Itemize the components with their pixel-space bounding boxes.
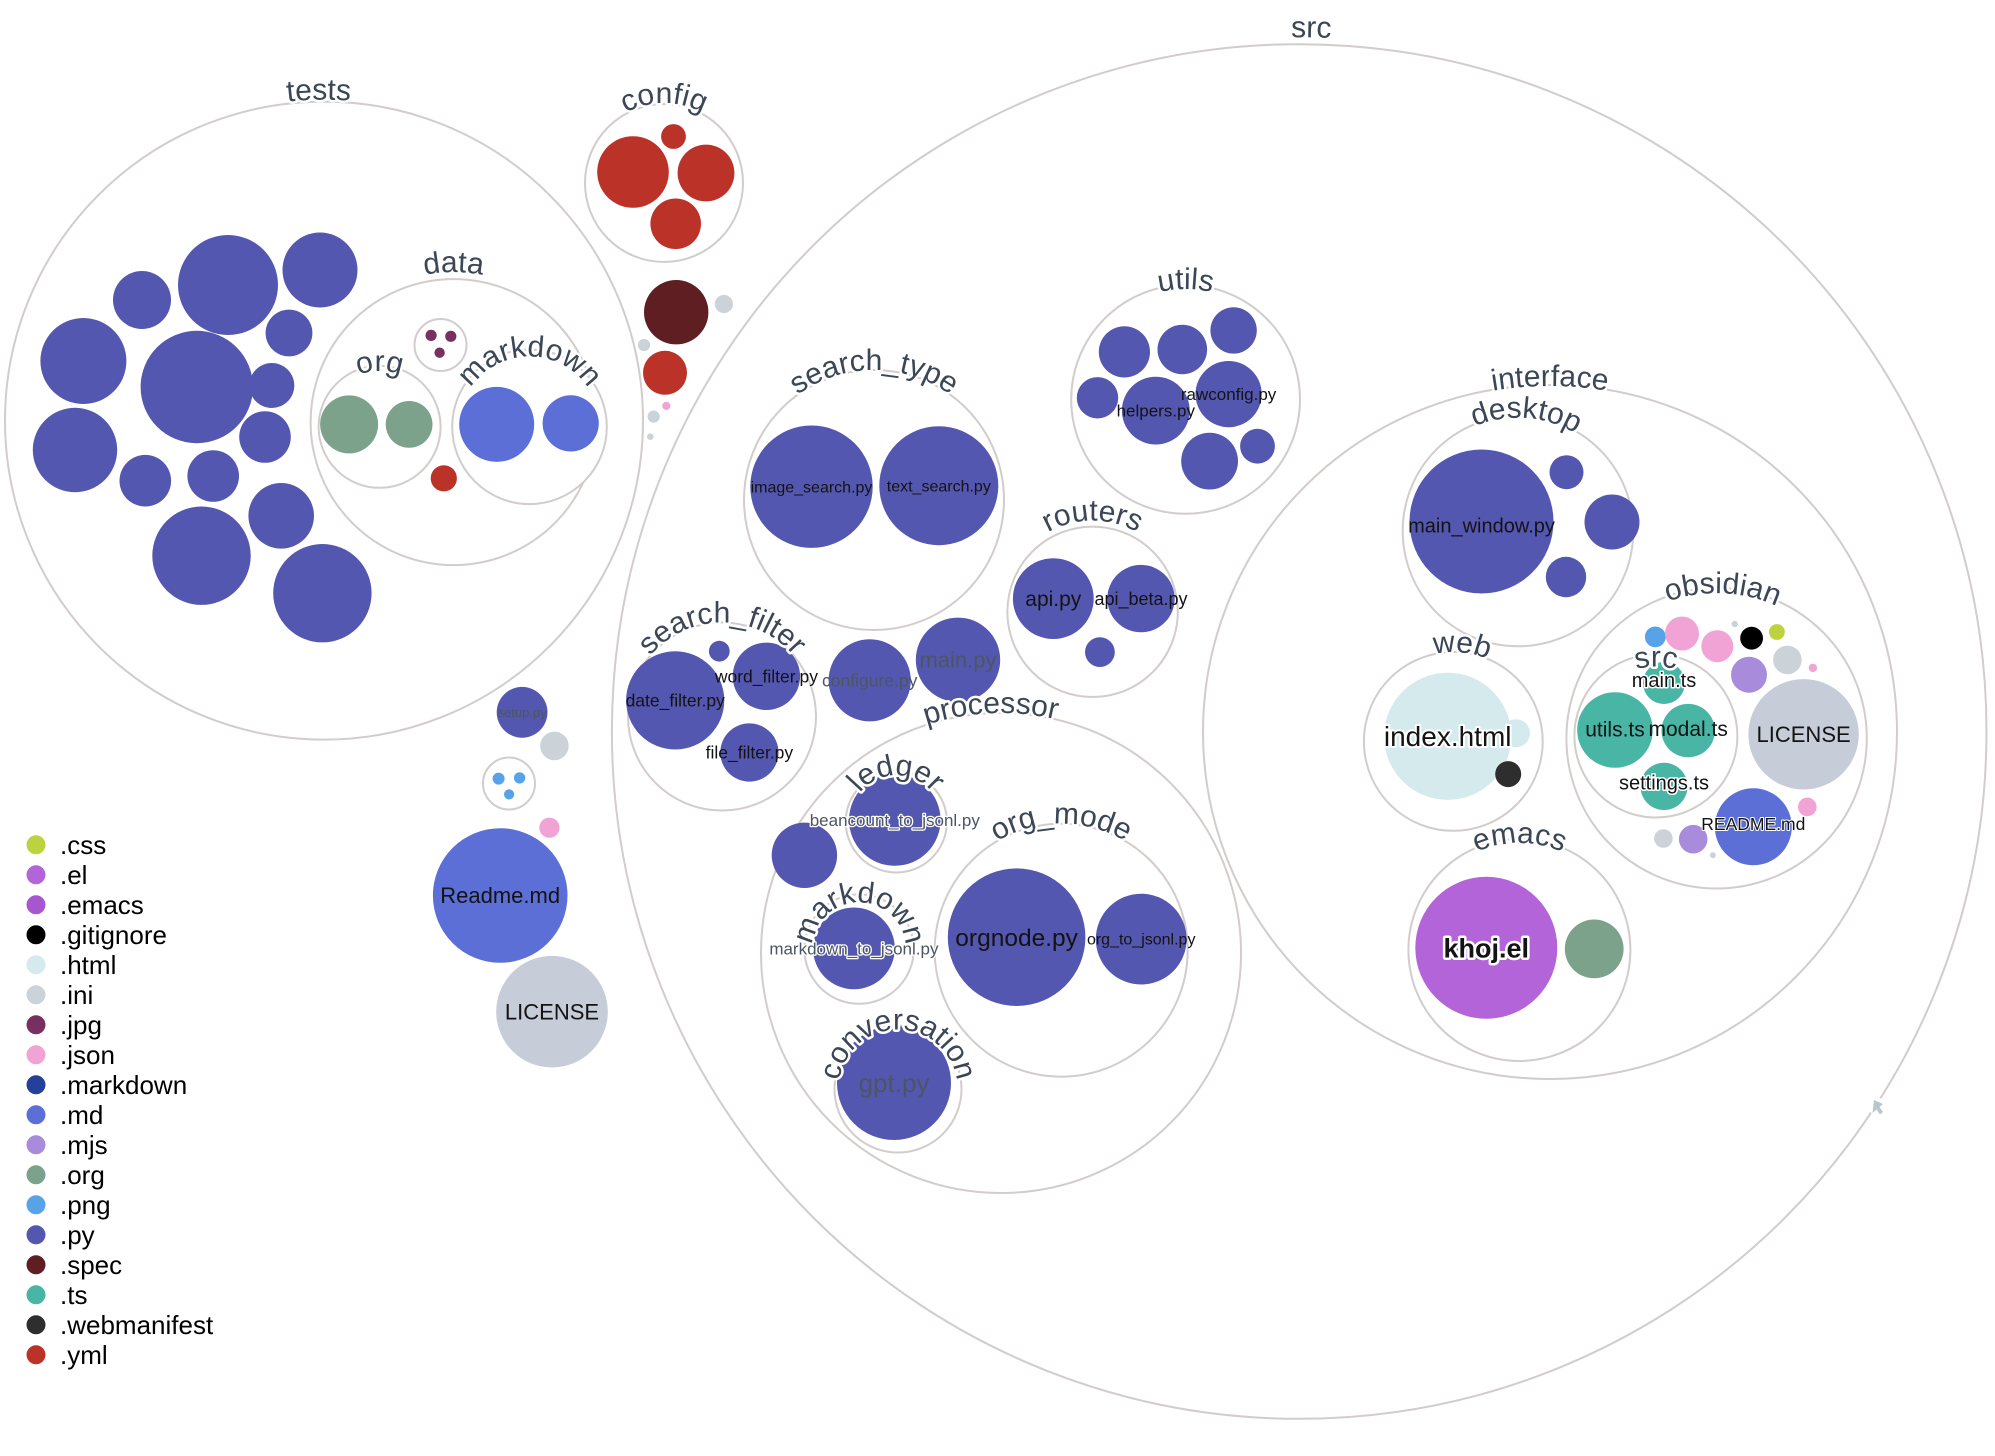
svg-text:web: web (1430, 626, 1495, 666)
svg-text:src: src (1291, 11, 1332, 45)
svg-text:LICENSE: LICENSE (505, 999, 599, 1024)
svg-text:rawconfig.py: rawconfig.py (1181, 385, 1277, 404)
svg-text:Readme.md: Readme.md (440, 883, 560, 908)
svg-text:.html: .html (60, 950, 116, 980)
svg-text:org: org (352, 345, 407, 381)
svg-text:index.html: index.html (1384, 721, 1512, 752)
svg-text:word_filter.py: word_filter.py (714, 666, 818, 687)
svg-text:data: data (421, 246, 487, 282)
svg-text:image_search.py: image_search.py (751, 479, 873, 496)
svg-text:.mjs: .mjs (60, 1130, 108, 1160)
svg-text:interface: interface (1489, 360, 1611, 398)
svg-text:.md: .md (60, 1100, 103, 1130)
svg-text:org_to_jsonl.py: org_to_jsonl.py (1087, 932, 1196, 949)
svg-text:main.ts: main.ts (1632, 670, 1696, 692)
svg-text:settings.ts: settings.ts (1619, 772, 1709, 794)
svg-text:.json: .json (60, 1040, 115, 1070)
svg-text:tests: tests (285, 74, 352, 109)
svg-text:.el: .el (60, 860, 87, 890)
svg-text:.yml: .yml (60, 1340, 108, 1370)
svg-text:.py: .py (60, 1220, 95, 1250)
svg-text:text_search.py: text_search.py (887, 478, 991, 495)
svg-text:README.md: README.md (1701, 814, 1805, 834)
svg-text:.png: .png (60, 1190, 111, 1220)
svg-text:.gitignore: .gitignore (60, 920, 167, 950)
svg-text:.css: .css (60, 830, 106, 860)
svg-text:modal.ts: modal.ts (1649, 718, 1728, 741)
svg-text:file_filter.py: file_filter.py (706, 743, 794, 764)
svg-text:main_window.py: main_window.py (1408, 516, 1555, 538)
svg-text:.jpg: .jpg (60, 1010, 102, 1040)
svg-text:api_beta.py: api_beta.py (1094, 589, 1187, 610)
svg-text:beancount_to_jsonl.py: beancount_to_jsonl.py (810, 811, 981, 830)
svg-text:date_filter.py: date_filter.py (626, 691, 725, 712)
svg-text:setup.py: setup.py (498, 705, 548, 720)
svg-text:api.py: api.py (1025, 588, 1082, 611)
svg-text:utils.ts: utils.ts (1585, 718, 1645, 741)
svg-text:markdown_to_jsonl.py: markdown_to_jsonl.py (769, 939, 939, 958)
svg-text:src: src (1631, 641, 1680, 676)
svg-text:.ini: .ini (60, 980, 93, 1010)
svg-text:utils: utils (1155, 263, 1217, 299)
svg-text:LICENSE: LICENSE (1757, 722, 1851, 747)
svg-text:configure.py: configure.py (822, 670, 918, 690)
svg-text:.markdown: .markdown (60, 1070, 187, 1100)
svg-text:khoj.el: khoj.el (1444, 933, 1530, 963)
svg-text:helpers.py: helpers.py (1117, 402, 1196, 421)
svg-text:main.py: main.py (919, 648, 996, 673)
svg-text:orgnode.py: orgnode.py (955, 925, 1078, 952)
svg-text:.spec: .spec (60, 1250, 122, 1280)
svg-text:.org: .org (60, 1160, 105, 1190)
svg-text:gpt.py: gpt.py (859, 1068, 930, 1098)
svg-text:.webmanifest: .webmanifest (60, 1310, 214, 1340)
svg-text:.emacs: .emacs (60, 890, 144, 920)
svg-text:.ts: .ts (60, 1280, 87, 1310)
